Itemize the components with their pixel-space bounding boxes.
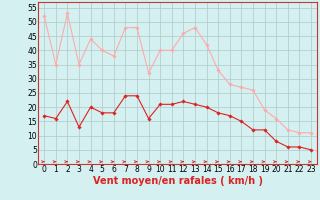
X-axis label: Vent moyen/en rafales ( km/h ): Vent moyen/en rafales ( km/h ) bbox=[92, 176, 263, 186]
